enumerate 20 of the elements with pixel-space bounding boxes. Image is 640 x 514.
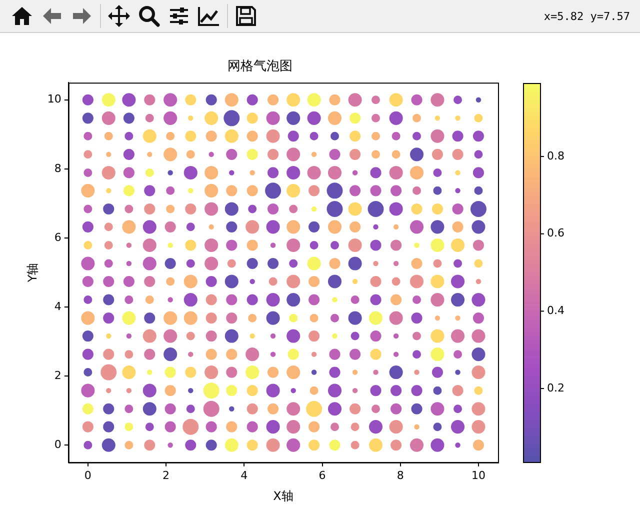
- x-tick-label: 10: [471, 468, 486, 482]
- x-tick-label: 8: [396, 468, 404, 482]
- x-tick-label: 4: [240, 468, 248, 482]
- y-axis-title: Y轴: [25, 262, 40, 284]
- y-tick-label: 6: [54, 230, 62, 244]
- x-axis-title: X轴: [273, 488, 294, 503]
- color-bar-label: 0.2: [547, 381, 564, 394]
- x-tick-label: 6: [318, 468, 326, 482]
- color-bar-label: 0.4: [547, 304, 564, 318]
- text: x=5.82 y=7.57: [544, 10, 630, 22]
- y-tick-label: 0: [54, 438, 62, 451]
- x-tick-label: 2: [162, 468, 170, 482]
- color-bar-label: 0.6: [547, 226, 564, 240]
- y-tick-label: 8: [54, 162, 62, 175]
- color-bar-label: 0.8: [547, 149, 564, 162]
- chart-title: 网格气泡图: [228, 59, 292, 74]
- y-tick-label: 4: [54, 300, 62, 313]
- x-tick-label: 0: [84, 468, 92, 482]
- y-tick-label: 10: [47, 92, 62, 106]
- y-tick-label: 2: [54, 368, 62, 382]
